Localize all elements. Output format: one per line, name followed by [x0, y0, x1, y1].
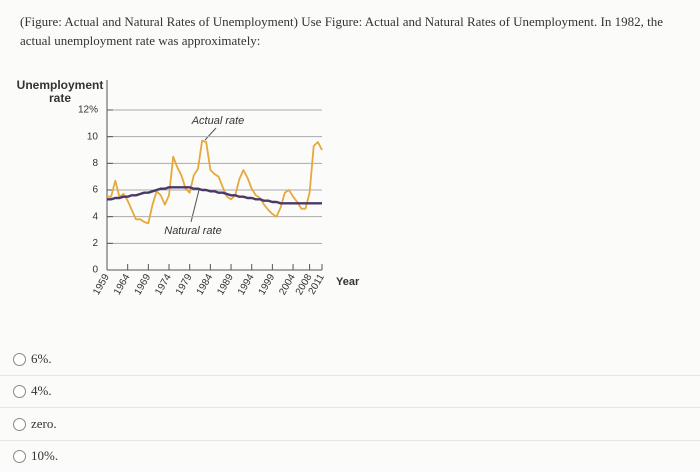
x-tick-label: 1984 [195, 272, 216, 297]
radio[interactable] [13, 450, 26, 463]
y-tick-label: 0 [92, 265, 98, 276]
x-tick-label: 1989 [215, 272, 236, 297]
question-text: (Figure: Actual and Natural Rates of Une… [20, 14, 663, 48]
option-text[interactable]: zero. [31, 416, 57, 431]
y-tick-label: 8 [92, 158, 98, 169]
annotation-pointer [190, 189, 200, 223]
x-tick-label: 1964 [112, 272, 133, 297]
series-line [107, 139, 323, 225]
x-tick-label: 1999 [257, 272, 278, 297]
option[interactable]: 10%. [0, 440, 700, 472]
y-tick-label: 12% [78, 105, 98, 116]
x-axis-label: Year [336, 276, 360, 288]
x-tick-label: 1959 [91, 272, 112, 297]
chart: Unemployment rate Year Actual rate Natur… [17, 78, 360, 297]
y-tick-label: 10 [87, 131, 99, 142]
radio[interactable] [13, 418, 26, 431]
y-tick-label: 4 [92, 211, 98, 222]
x-tick-label: 1974 [153, 272, 174, 297]
radio[interactable] [13, 353, 26, 366]
annotation-pointer [204, 127, 217, 141]
y-tick-label: 6 [92, 185, 98, 196]
option[interactable]: 4%. [0, 375, 700, 408]
series-line [107, 186, 322, 205]
option-text[interactable]: 6%. [31, 351, 52, 366]
y-axis-label: Unemployment [17, 78, 104, 92]
annotation: Actual rate [191, 115, 245, 127]
radio[interactable] [13, 385, 26, 398]
annotation: Natural rate [164, 225, 221, 237]
option[interactable]: 6%. [0, 343, 700, 376]
option[interactable]: zero. [0, 408, 700, 441]
x-tick-label: 1979 [174, 272, 195, 297]
x-tick-label: 1994 [236, 272, 257, 297]
y-axis-label: rate [49, 91, 71, 105]
option-text[interactable]: 4%. [31, 383, 52, 398]
x-tick-label: 1969 [133, 272, 154, 297]
option-text[interactable]: 10%. [31, 448, 59, 463]
y-tick-label: 2 [92, 238, 98, 249]
